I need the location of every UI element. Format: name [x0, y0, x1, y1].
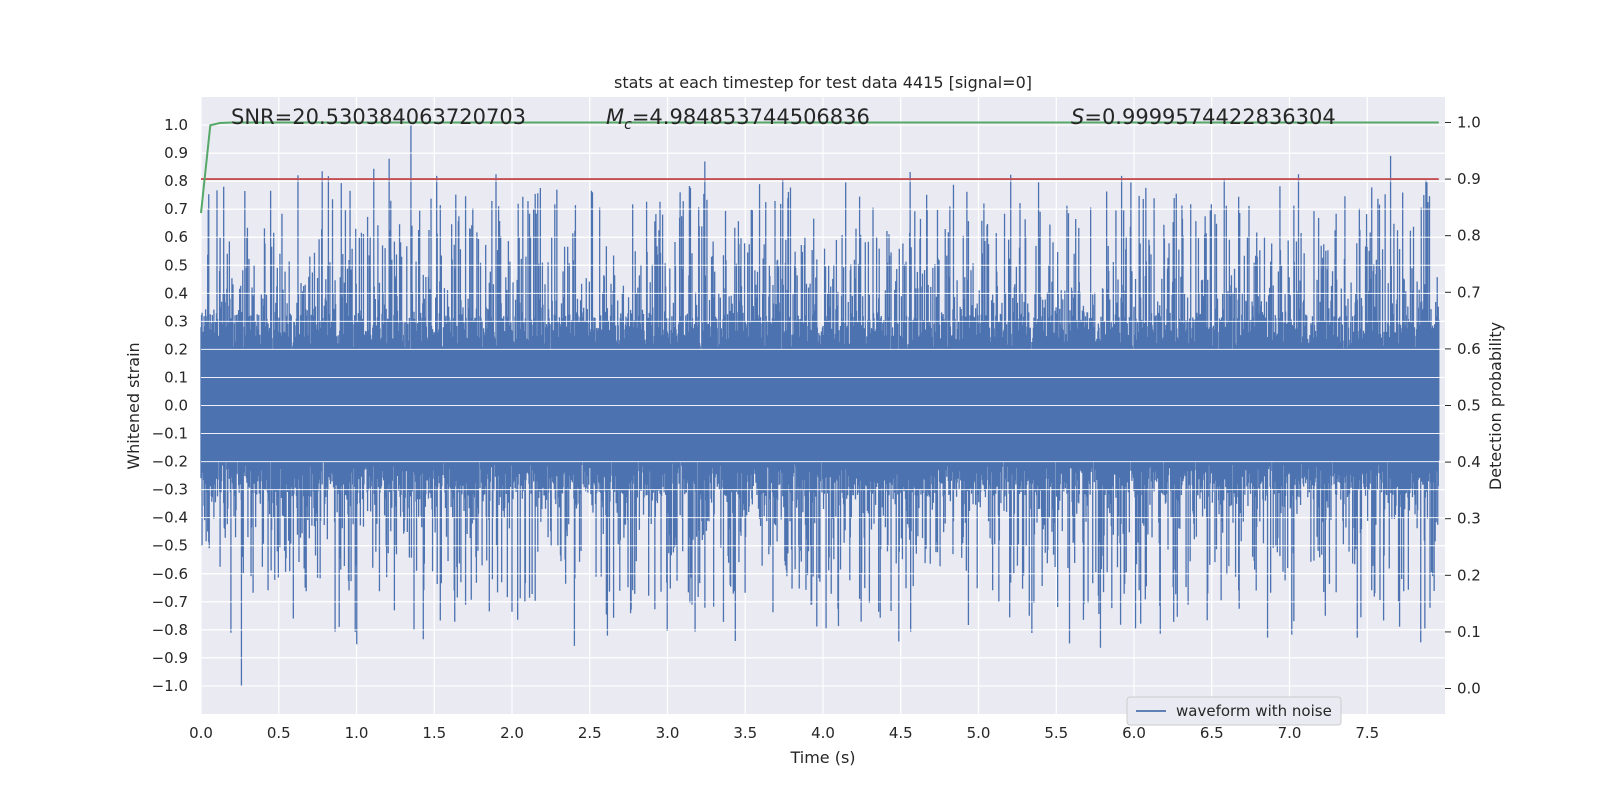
x-tick-label: 4.0 [811, 724, 835, 742]
x-tick-label: 0.5 [267, 724, 291, 742]
y-axis-label: Whitened strain [124, 342, 143, 469]
legend-box [1126, 696, 1342, 726]
mc-value: =4.984853744506836 [632, 105, 870, 129]
probability-series [200, 121, 1439, 214]
y-tick-label: 0.0 [164, 397, 188, 415]
x-tick-label: 4.5 [889, 724, 913, 742]
y-tick-label: −0.2 [152, 453, 188, 471]
y-tick-label: 0.8 [164, 172, 188, 190]
mc-annotation: Mc=4.984853744506836 [606, 105, 870, 133]
waveform-trace [200, 125, 1440, 686]
x-tick-label: 7.5 [1355, 724, 1379, 742]
y2-axis-label: Detection probability [1486, 322, 1505, 490]
y-tick-label: 1.0 [164, 116, 188, 134]
y-tick-label: 0.3 [164, 312, 188, 330]
y-tick-label: 0.6 [164, 228, 188, 246]
y-tick-label: 0.1 [164, 368, 188, 386]
y-tick-label: −0.3 [152, 481, 188, 499]
s-annotation: S=0.9999574422836304 [1071, 105, 1336, 129]
x-tick-label: 1.5 [422, 724, 446, 742]
y2-tick-label: 0.9 [1457, 170, 1481, 188]
y-tick-label: 0.9 [164, 144, 188, 162]
y-tick-label: −0.8 [152, 621, 188, 639]
y-tick-label: 0.7 [164, 200, 188, 218]
y-tick-label: −0.7 [152, 593, 188, 611]
x-tick-label: 5.5 [1044, 724, 1068, 742]
y-tick-label: 0.4 [164, 284, 188, 302]
y2-tick-label: 0.3 [1457, 510, 1481, 528]
x-tick-label: 1.0 [345, 724, 369, 742]
y-tick-label: −0.6 [152, 565, 188, 583]
y-tick-label: −0.5 [152, 537, 188, 555]
s-value: =0.9999574422836304 [1084, 105, 1335, 129]
s-symbol: S [1071, 105, 1084, 129]
x-tick-label: 2.5 [578, 724, 602, 742]
chart-title: stats at each timestep for test data 441… [614, 73, 1032, 92]
x-axis-label: Time (s) [789, 748, 855, 767]
x-tick-label: 3.5 [733, 724, 757, 742]
detection-probability-line [200, 121, 1439, 214]
legend: waveform with noise [1126, 696, 1342, 726]
y2-tick-label: 0.2 [1457, 566, 1481, 584]
y-tick-label: −1.0 [152, 677, 188, 695]
y2-tick-label: 1.0 [1457, 113, 1481, 131]
x-axis-ticks: 0.0 0.5 1.0 1.5 2.0 2.5 3.0 3.5 4.0 4.5 5.0 5.5 6.0 6… [189, 724, 1379, 742]
y2-tick-label: 0.7 [1457, 283, 1481, 301]
y2-tick-label: 0.8 [1457, 227, 1481, 245]
y2-tick-label: 0.6 [1457, 340, 1481, 358]
waveform-series [200, 124, 1445, 687]
y2-axis-ticks: 1.0 0.9 0.8 0.7 0.6 0.5 0.4 0.3 0.2 0.1 0.0 [1445, 113, 1481, 698]
y-tick-label: −0.9 [152, 649, 188, 667]
mc-subscript: c [624, 117, 632, 133]
legend-label-waveform: waveform with noise [1176, 702, 1332, 720]
x-tick-label: 0.0 [189, 724, 213, 742]
y2-tick-label: 0.1 [1457, 623, 1481, 641]
x-tick-label: 3.0 [656, 724, 680, 742]
snr-annotation: SNR=20.530384063720703 [231, 105, 526, 129]
y2-tick-label: 0.0 [1457, 680, 1481, 698]
x-tick-label: 7.0 [1278, 724, 1302, 742]
mc-symbol: M [606, 105, 624, 129]
y-axis-ticks: 1.0 0.9 0.8 0.7 0.6 0.5 0.4 0.3 0.2 0.1 0.0 −0.1 −0.… [152, 116, 188, 695]
y-tick-label: 0.2 [164, 340, 188, 358]
x-tick-label: 6.0 [1122, 724, 1146, 742]
x-tick-label: 2.0 [500, 724, 524, 742]
x-tick-label: 5.0 [967, 724, 991, 742]
y2-tick-label: 0.5 [1457, 397, 1481, 415]
y-tick-label: 0.5 [164, 256, 188, 274]
x-tick-label: 6.5 [1200, 724, 1224, 742]
y-tick-label: −0.4 [152, 509, 188, 527]
y-tick-label: −0.1 [152, 425, 188, 443]
y2-tick-label: 0.4 [1457, 453, 1481, 471]
